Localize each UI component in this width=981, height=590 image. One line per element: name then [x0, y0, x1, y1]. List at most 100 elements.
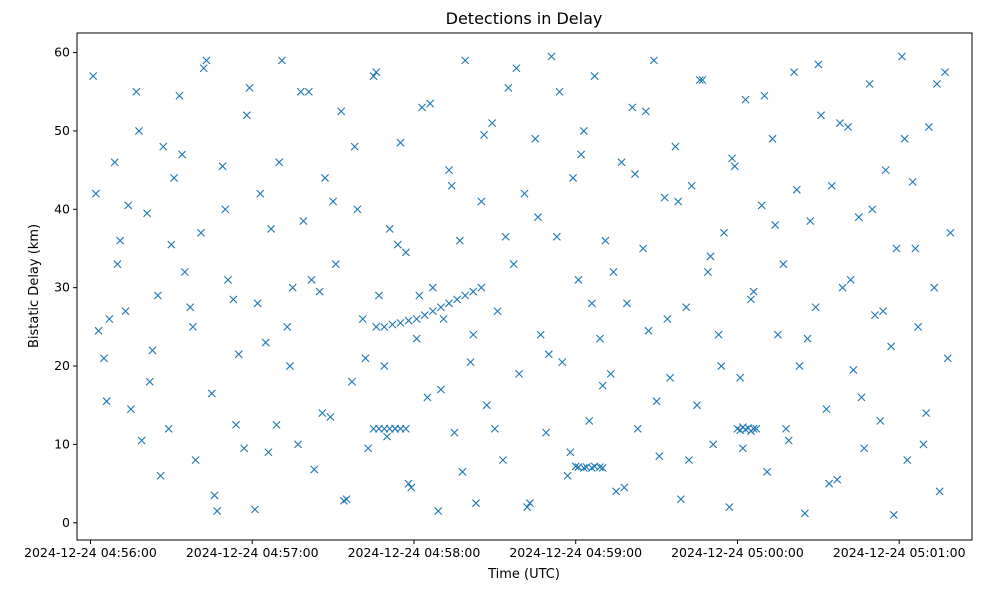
data-point — [288, 283, 297, 292]
data-point — [207, 389, 216, 398]
data-point — [768, 134, 777, 143]
data-point — [533, 213, 542, 222]
data-point — [579, 463, 588, 472]
data-point — [649, 56, 658, 65]
data-point — [849, 365, 858, 374]
data-point — [525, 499, 534, 508]
data-point — [666, 373, 675, 382]
data-point — [846, 275, 855, 284]
x-axis-ticks: 2024-12-24 04:56:00 2024-12-24 04:57:00 20… — [24, 540, 966, 560]
data-point — [682, 303, 691, 312]
data-point — [523, 503, 532, 512]
data-point — [461, 56, 470, 65]
data-point — [423, 393, 432, 402]
data-point — [91, 189, 100, 198]
data-point — [617, 158, 626, 167]
data-point — [180, 268, 189, 276]
x-tick-label: 2024-12-24 04:56:00 — [24, 545, 157, 560]
data-point — [865, 79, 874, 88]
data-point — [191, 456, 200, 465]
data-point — [234, 350, 243, 359]
data-point — [439, 315, 448, 324]
data-point — [889, 510, 898, 519]
data-point — [415, 291, 424, 300]
data-point — [881, 166, 890, 175]
data-point — [310, 465, 319, 474]
data-point — [223, 275, 232, 284]
data-point — [113, 260, 122, 269]
data-point — [598, 463, 607, 472]
data-point — [773, 330, 782, 339]
data-point — [148, 346, 157, 355]
data-point — [547, 52, 556, 61]
x-tick-label: 2024-12-24 04:58:00 — [348, 545, 481, 560]
y-axis-label: Bistatic Delay (km) — [27, 224, 42, 348]
data-point — [89, 72, 98, 81]
data-point — [639, 244, 648, 253]
data-point — [102, 397, 111, 406]
data-point — [164, 424, 173, 433]
data-point — [210, 491, 219, 500]
data-point — [887, 342, 896, 351]
data-point — [922, 409, 931, 418]
data-point — [94, 326, 103, 335]
data-point — [512, 64, 521, 73]
data-point — [571, 462, 580, 471]
x-tick-label: 2024-12-24 04:59:00 — [509, 545, 642, 560]
data-point — [132, 87, 141, 96]
data-point — [897, 52, 906, 61]
data-point — [633, 424, 642, 433]
data-point — [466, 358, 475, 367]
y-tick-label: 20 — [54, 358, 70, 373]
data-point — [892, 244, 901, 253]
data-point — [749, 424, 758, 433]
data-point — [482, 401, 491, 410]
data-point — [412, 334, 421, 343]
data-point — [315, 287, 324, 296]
data-point — [436, 385, 445, 394]
data-point — [803, 334, 812, 343]
data-point — [757, 201, 766, 210]
data-point — [329, 197, 338, 206]
data-point — [434, 507, 443, 515]
data-point — [110, 158, 119, 167]
data-point — [445, 299, 454, 308]
data-point — [622, 299, 631, 308]
data-point — [199, 64, 208, 73]
data-point — [671, 142, 680, 151]
data-point — [331, 260, 340, 269]
data-point — [558, 358, 567, 367]
data-point — [628, 103, 637, 112]
data-point — [218, 162, 227, 171]
data-point — [283, 322, 292, 331]
data-point — [870, 311, 879, 320]
data-point — [469, 287, 478, 296]
data-point — [879, 307, 888, 316]
data-point — [946, 228, 955, 237]
data-points — [89, 52, 955, 519]
data-point — [943, 354, 952, 363]
data-point — [213, 507, 222, 515]
data-point — [321, 173, 330, 182]
data-point — [676, 495, 685, 504]
data-point — [116, 236, 125, 245]
y-tick-label: 60 — [54, 45, 70, 60]
data-point — [709, 440, 718, 449]
x-tick-label: 2024-12-24 05:01:00 — [833, 545, 966, 560]
data-point — [504, 83, 513, 92]
data-point — [932, 79, 941, 88]
data-point — [229, 295, 238, 304]
data-point — [641, 107, 650, 116]
data-point — [326, 412, 335, 421]
data-point — [577, 150, 586, 159]
data-point — [285, 362, 294, 371]
data-point — [307, 275, 316, 284]
data-point — [515, 369, 524, 378]
data-point — [719, 228, 728, 237]
data-point — [903, 456, 912, 465]
data-point — [126, 405, 135, 414]
data-point — [806, 217, 815, 226]
data-point — [631, 170, 640, 179]
data-point — [393, 240, 402, 249]
